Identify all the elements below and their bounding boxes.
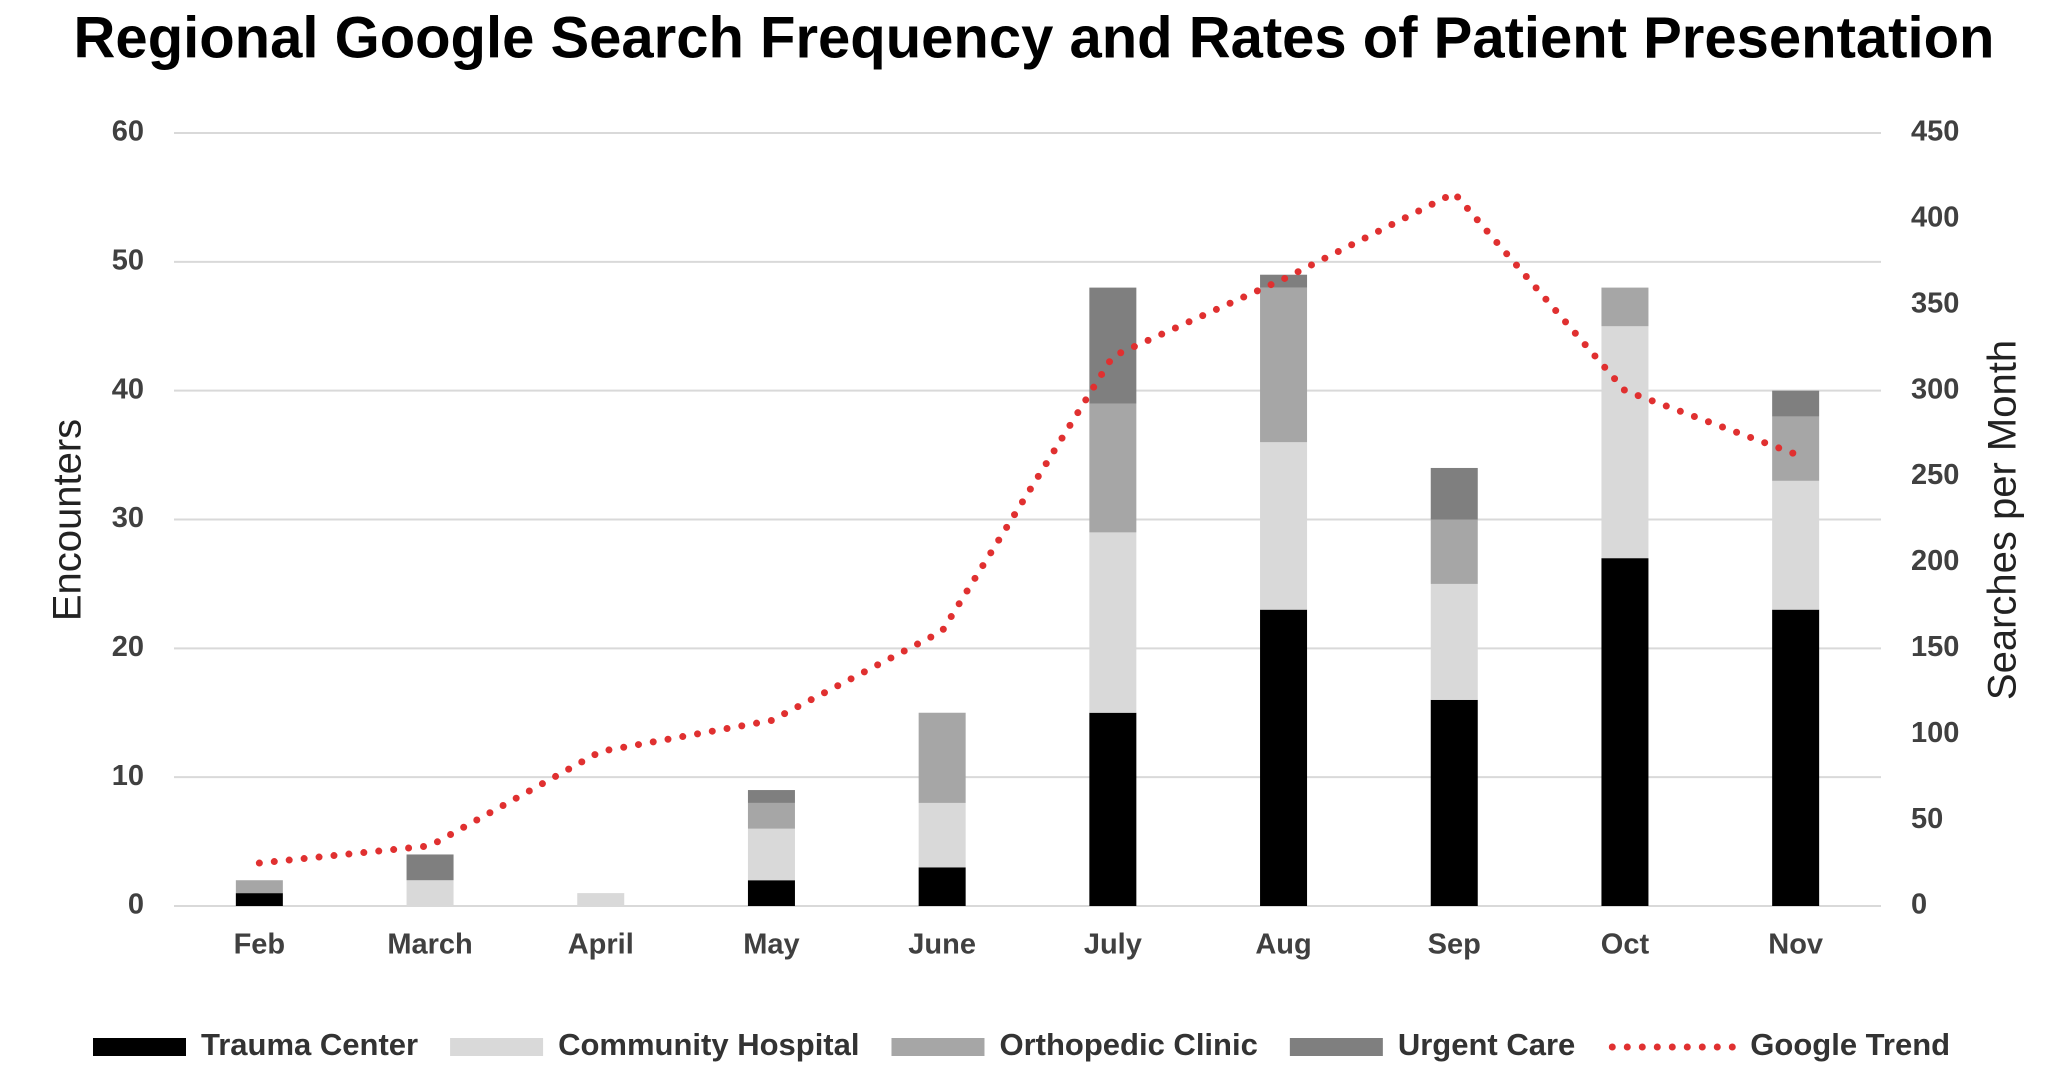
- y2-tick-label: 400: [1911, 202, 1959, 234]
- bar-segment: [747, 802, 795, 829]
- y2-tick-label: 250: [1911, 459, 1959, 491]
- bar-segment: [1089, 532, 1137, 713]
- bar-segment: [1260, 442, 1308, 610]
- bar-segment: [1089, 712, 1137, 906]
- x-tick-label: June: [908, 929, 976, 961]
- bar-segment: [1772, 480, 1820, 610]
- bar-segment: [1601, 287, 1649, 327]
- bar-segment: [747, 828, 795, 881]
- trend-line: [255, 188, 1800, 867]
- legend-label: Trauma Center: [201, 1027, 418, 1062]
- bar-segment: [1430, 699, 1478, 906]
- bar-segment: [918, 867, 966, 906]
- y2-tick-label: 150: [1911, 631, 1959, 663]
- legend-label: Community Hospital: [558, 1027, 859, 1062]
- bar-segment: [1430, 583, 1478, 700]
- x-tick-label: May: [743, 929, 799, 961]
- x-tick-label: March: [387, 929, 472, 961]
- legend-swatch: [1289, 1038, 1383, 1056]
- legend-label: Orthopedic Clinic: [999, 1027, 1257, 1062]
- bar-segment: [1601, 326, 1649, 559]
- bar-segment: [577, 893, 625, 906]
- x-tick-label: Sep: [1428, 929, 1481, 961]
- y2-tick-label: 50: [1911, 803, 1943, 835]
- bar-segment: [747, 880, 795, 906]
- y2-tick-label: 350: [1911, 287, 1959, 319]
- y-tick-label: 40: [112, 373, 144, 405]
- bar-segment: [235, 893, 283, 906]
- chart-title: Regional Google Search Frequency and Rat…: [74, 5, 1995, 70]
- x-tick-label: Aug: [1255, 929, 1311, 961]
- x-tick-label: July: [1084, 929, 1142, 961]
- y2-tick-label: 0: [1911, 889, 1927, 921]
- y2-axis-title: Searches per Month: [1981, 340, 2025, 700]
- legend-swatch: [450, 1038, 544, 1056]
- bar-segment: [918, 802, 966, 868]
- bar-segment: [1430, 519, 1478, 584]
- y2-tick-label: 300: [1911, 373, 1959, 405]
- y-tick-label: 30: [112, 502, 144, 534]
- y-tick-label: 20: [112, 631, 144, 663]
- bar-segment: [1430, 467, 1478, 520]
- x-tick-label: Nov: [1768, 929, 1823, 961]
- legend-swatch: [93, 1038, 186, 1056]
- bar-segment: [1089, 403, 1137, 533]
- bar-segment: [1260, 609, 1308, 906]
- y2-tick-label: 100: [1911, 717, 1959, 749]
- legend-label: Urgent Care: [1398, 1027, 1575, 1062]
- y2-tick-label: 200: [1911, 545, 1959, 577]
- bar-segment: [235, 880, 283, 894]
- y-tick-label: 10: [112, 760, 144, 792]
- legend-label: Google Trend: [1750, 1027, 1950, 1062]
- y-tick-label: 60: [112, 116, 144, 148]
- bar-segment: [918, 712, 966, 803]
- bar-segment: [1772, 390, 1820, 417]
- x-tick-label: Oct: [1601, 929, 1650, 961]
- legend-swatch: [891, 1038, 985, 1056]
- bar-segment: [1772, 609, 1820, 906]
- bar-segment: [747, 790, 795, 803]
- y-axis-title: Encounters: [46, 419, 90, 621]
- bar-segment: [406, 854, 454, 881]
- x-tick-label: Feb: [234, 929, 286, 961]
- x-tick-label: April: [568, 929, 634, 961]
- y2-tick-label: 450: [1911, 116, 1959, 148]
- y-tick-label: 0: [128, 889, 144, 921]
- bar-segment: [1601, 558, 1649, 906]
- bar-segment: [1089, 287, 1137, 404]
- bar-segment: [1260, 287, 1308, 443]
- bar-segment: [406, 880, 454, 906]
- y-tick-label: 50: [112, 244, 144, 276]
